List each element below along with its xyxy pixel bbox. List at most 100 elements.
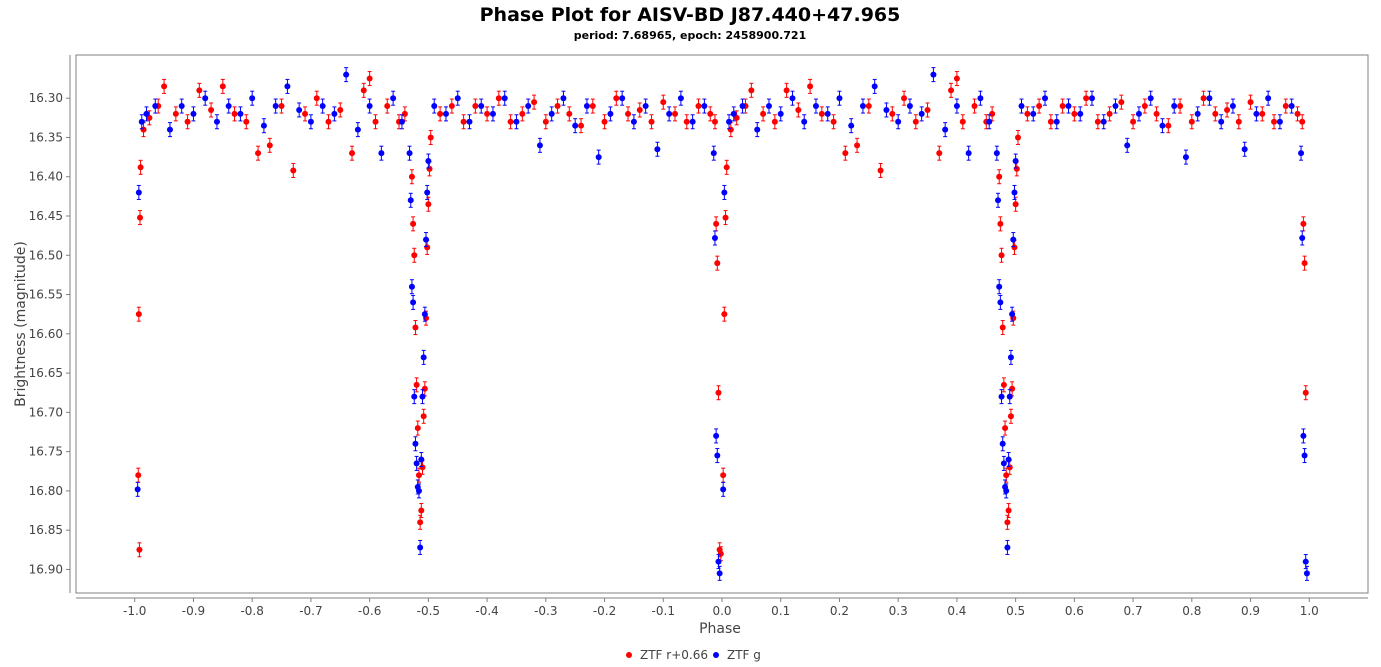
- data-point: [901, 95, 908, 102]
- x-tick-label: -0.7: [299, 604, 322, 618]
- data-point: [406, 150, 413, 157]
- x-tick-label: 0.3: [889, 604, 908, 618]
- legend-label-r: ZTF r+0.66: [640, 648, 708, 662]
- data-point: [407, 197, 414, 204]
- data-point: [730, 110, 737, 117]
- data-point: [739, 103, 746, 110]
- data-point: [714, 452, 721, 459]
- data-point: [989, 110, 996, 117]
- data-point: [1302, 389, 1309, 396]
- x-tick-label: -0.6: [358, 604, 381, 618]
- data-point: [172, 110, 179, 117]
- y-axis-label: Brightness (magnitude): [13, 241, 29, 407]
- data-point: [1301, 260, 1308, 267]
- data-point: [1165, 122, 1172, 129]
- series-0: [135, 71, 1309, 562]
- data-point: [1036, 103, 1043, 110]
- data-point: [959, 118, 966, 125]
- data-point: [1298, 150, 1305, 157]
- data-point: [1299, 234, 1306, 241]
- y-tick-label: 16.40: [29, 170, 63, 184]
- data-point: [595, 154, 602, 161]
- data-point: [319, 103, 326, 110]
- data-point: [942, 126, 949, 133]
- y-tick-label: 16.45: [29, 209, 63, 223]
- data-point: [625, 110, 632, 117]
- data-point: [313, 95, 320, 102]
- data-point: [930, 71, 937, 78]
- y-tick-label: 16.30: [29, 91, 63, 105]
- data-point: [418, 456, 425, 463]
- data-point: [243, 118, 250, 125]
- data-point: [202, 95, 209, 102]
- data-point: [1047, 118, 1054, 125]
- data-point: [1002, 425, 1009, 432]
- data-point: [1011, 244, 1018, 251]
- data-point: [466, 118, 473, 125]
- data-point: [859, 103, 866, 110]
- data-point: [354, 126, 361, 133]
- data-point: [531, 99, 538, 106]
- data-point: [1009, 311, 1016, 318]
- data-point: [1194, 110, 1201, 117]
- data-point: [424, 244, 431, 251]
- data-point: [542, 118, 549, 125]
- data-point: [1288, 103, 1295, 110]
- data-point: [1018, 103, 1025, 110]
- data-point: [865, 103, 872, 110]
- data-point: [801, 118, 808, 125]
- data-point: [1012, 201, 1019, 208]
- data-point: [877, 167, 884, 174]
- data-point: [423, 236, 430, 243]
- data-point: [871, 83, 878, 90]
- data-point: [296, 106, 303, 113]
- chart-subtitle: period: 7.68965, epoch: 2458900.721: [574, 29, 807, 42]
- data-point: [722, 214, 729, 221]
- data-point: [343, 71, 350, 78]
- data-point: [1200, 95, 1207, 102]
- data-point: [818, 110, 825, 117]
- data-point: [360, 87, 367, 94]
- data-point: [795, 106, 802, 113]
- data-point: [331, 110, 338, 117]
- data-point: [1276, 118, 1283, 125]
- data-point: [1235, 118, 1242, 125]
- data-point: [1071, 110, 1078, 117]
- data-point: [427, 134, 434, 141]
- x-tick-label: -0.1: [652, 604, 675, 618]
- data-point: [572, 122, 579, 129]
- data-point: [410, 299, 417, 306]
- x-tick-label: 0.1: [771, 604, 790, 618]
- data-point: [1303, 570, 1310, 577]
- data-point: [372, 118, 379, 125]
- data-point: [1014, 134, 1021, 141]
- data-point: [713, 432, 720, 439]
- data-point: [971, 103, 978, 110]
- data-point: [789, 95, 796, 102]
- data-point: [1153, 110, 1160, 117]
- data-point: [410, 220, 417, 227]
- data-point: [1004, 544, 1011, 551]
- data-point: [824, 110, 831, 117]
- data-point: [420, 413, 427, 420]
- x-tick-label: -0.8: [240, 604, 263, 618]
- data-point: [1299, 118, 1306, 125]
- data-point: [1282, 103, 1289, 110]
- data-point: [583, 103, 590, 110]
- data-point: [1006, 393, 1013, 400]
- data-point: [135, 311, 142, 318]
- data-point: [1218, 118, 1225, 125]
- data-point: [995, 197, 1002, 204]
- data-point: [1007, 354, 1014, 361]
- y-tick-label: 16.55: [29, 288, 63, 302]
- data-point: [448, 103, 455, 110]
- data-point: [714, 260, 721, 267]
- x-tick-label: 0.0: [712, 604, 731, 618]
- data-point: [1130, 118, 1137, 125]
- data-point: [977, 95, 984, 102]
- x-tick-label: -0.5: [417, 604, 440, 618]
- data-point: [999, 440, 1006, 447]
- data-point: [398, 118, 405, 125]
- y-tick-label: 16.80: [29, 484, 63, 498]
- data-point: [1003, 487, 1010, 494]
